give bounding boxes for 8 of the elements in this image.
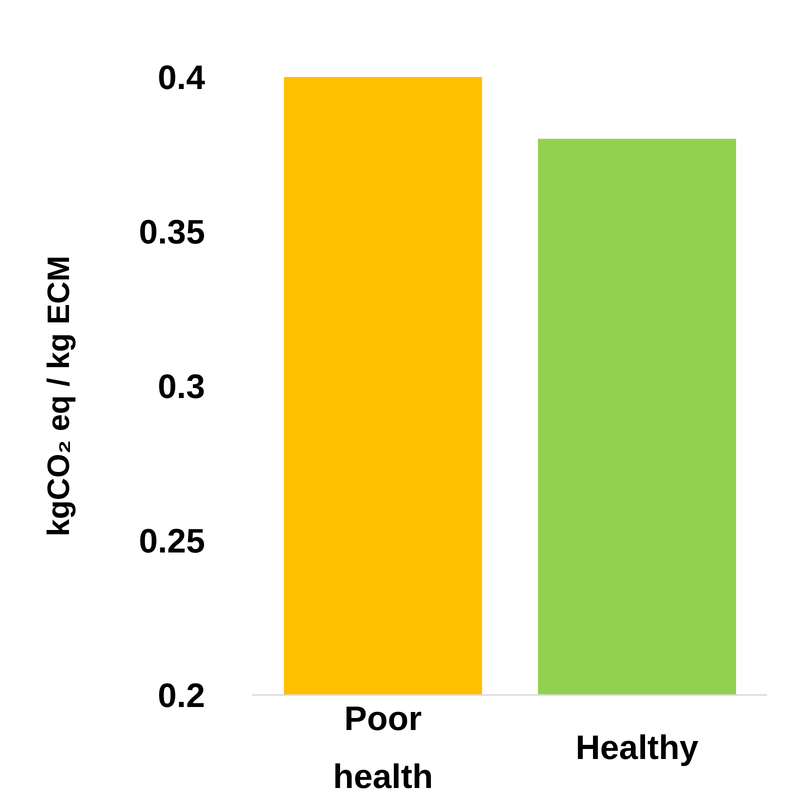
y-axis-title: kgCO₂ eq / kg ECM — [40, 256, 76, 536]
y-tick-label: 0.4 — [158, 58, 206, 97]
y-tick-label: 0.25 — [138, 522, 205, 560]
x-tick-label: Poor health — [332, 700, 434, 796]
y-tick-label: 0.3 — [158, 368, 205, 406]
x-tick-label: Healthy — [576, 728, 698, 767]
y-tick-label: 0.2 — [158, 676, 205, 715]
y-tick-label: 0.35 — [138, 213, 205, 252]
